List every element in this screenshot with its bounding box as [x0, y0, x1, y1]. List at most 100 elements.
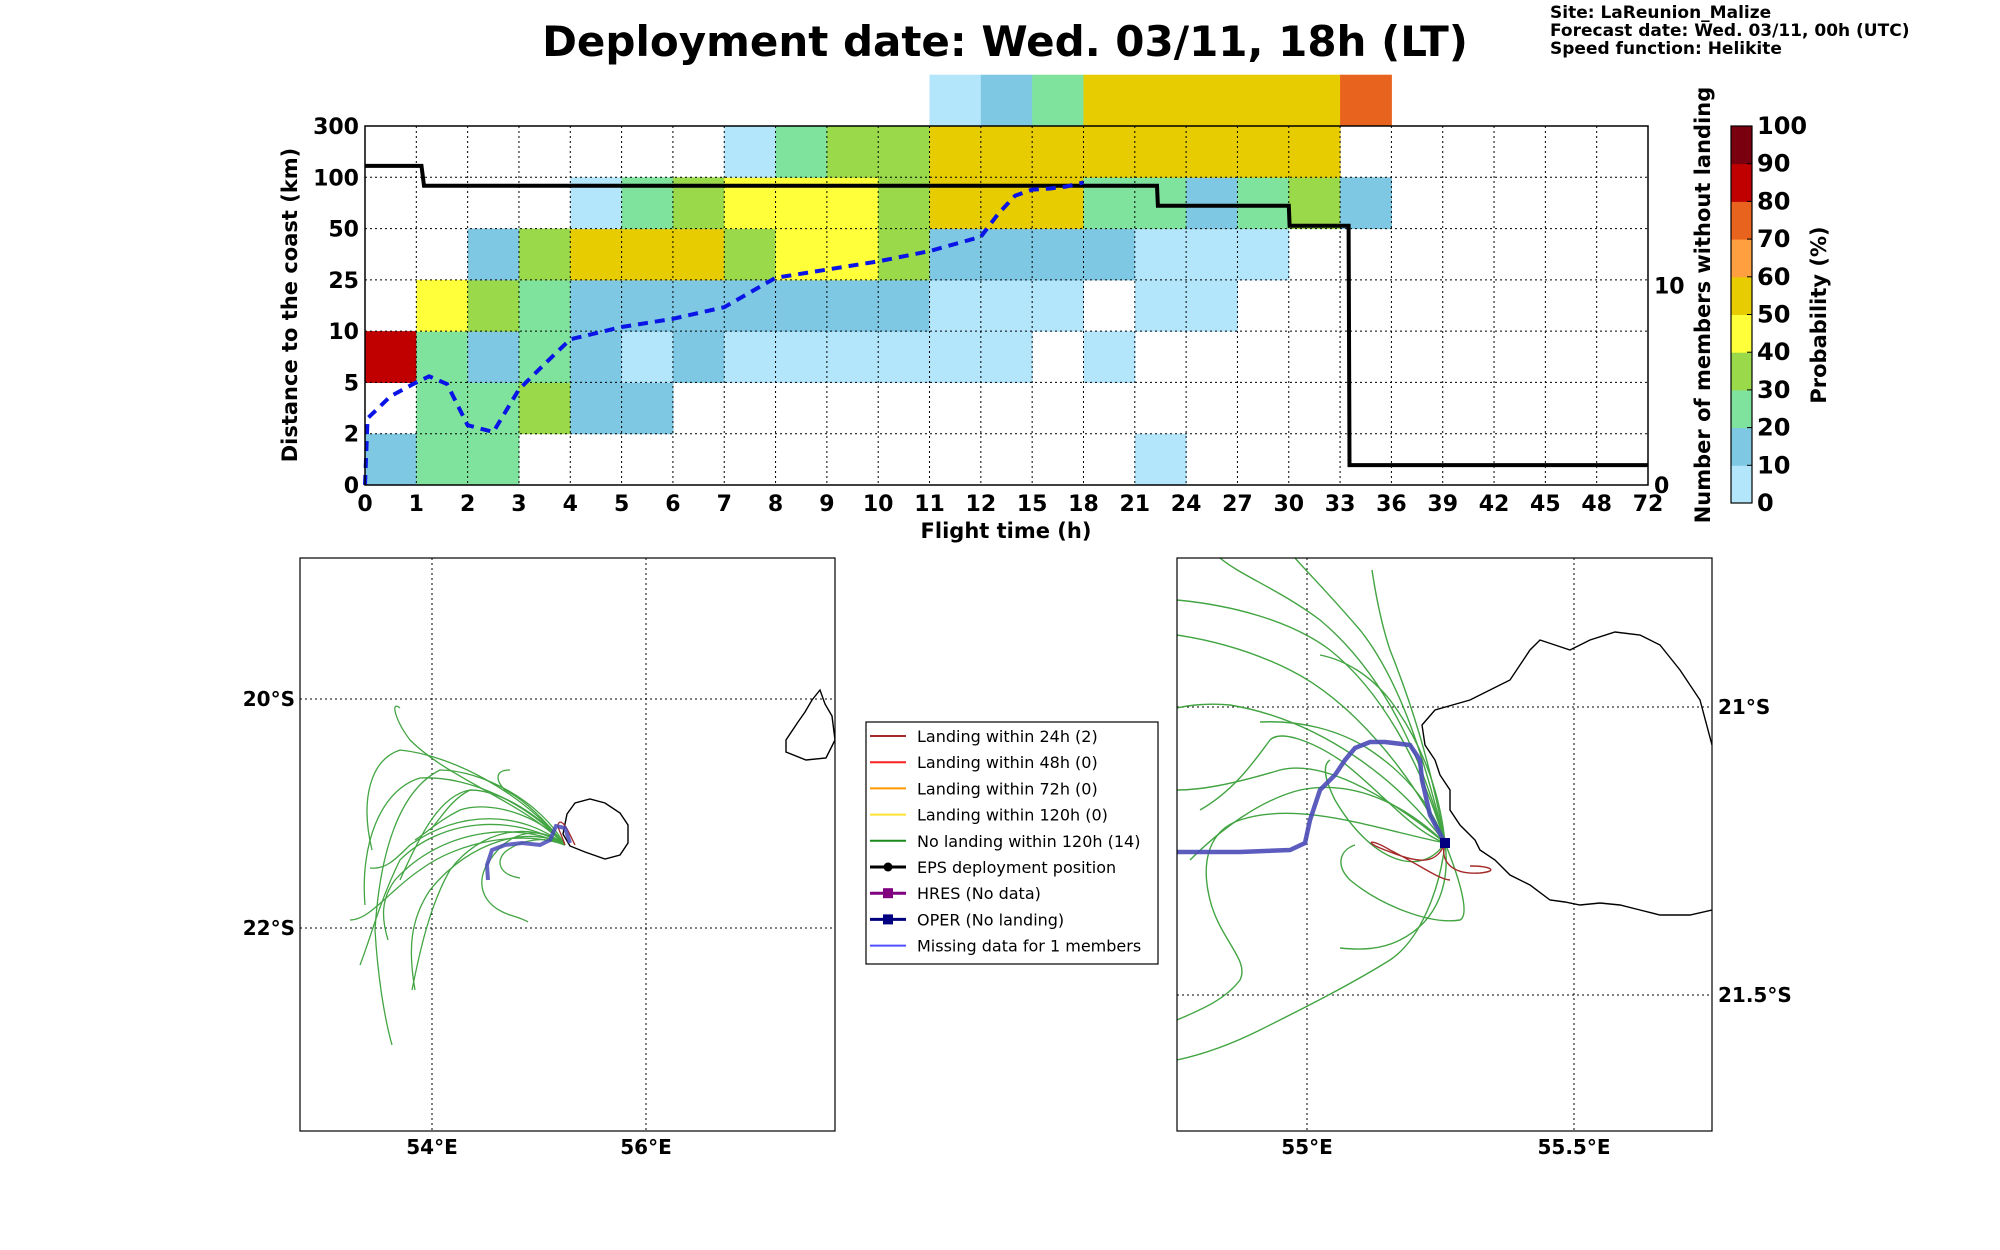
heatmap-cell — [570, 382, 623, 435]
heatmap-cell — [878, 279, 931, 332]
local-ensemble-tracks — [1177, 558, 1465, 1061]
colorbar-tick-label: 80 — [1757, 187, 1790, 215]
x-tick-label: 27 — [1222, 492, 1253, 517]
heatmap-cell — [1288, 177, 1341, 230]
legend-item: Landing within 48h (0) — [870, 753, 1098, 772]
heatmap-cell — [826, 126, 879, 178]
legend-items: Landing within 24h (2) Landing within 48h… — [870, 727, 1141, 956]
x-tick-label: 30 — [1273, 492, 1304, 517]
colorbar-swatch — [1731, 276, 1752, 315]
heatmap-cell — [826, 331, 879, 383]
mauritius-island-outline — [785, 688, 835, 761]
y-tick-label: 0 — [344, 474, 359, 499]
x-tick-label: 21 — [1119, 492, 1150, 517]
heatmap-cell — [570, 279, 623, 332]
heatmap-cell — [980, 126, 1033, 178]
x-tick-label: 12 — [966, 492, 997, 517]
regional-oper-track — [484, 823, 572, 881]
probability-heatmap: 0 1 2 3 4 5 6 7 8 9 10 11 12 15 18 21 24 27 30 33 36 39 42 45 48… — [278, 74, 1715, 543]
y2-axis-label: Number of members without landing — [1691, 87, 1715, 524]
y-tick-label: 50 — [328, 218, 359, 243]
heatmap-cell — [416, 331, 469, 383]
regional-lat-tick-20: 20°S — [243, 687, 295, 711]
heatmap-cell — [724, 331, 777, 383]
heatmap-cell — [724, 126, 777, 178]
x-tick-label: 18 — [1068, 492, 1099, 517]
regional-trajectory-map: 54°E 56°E 20°S 22°S — [243, 557, 836, 1159]
figure-title: Deployment date: Wed. 03/11, 18h (LT) — [542, 17, 1468, 66]
local-lat-tick-21-5: 21.5°S — [1718, 983, 1792, 1007]
heatmap-cell — [467, 433, 520, 486]
heatmap-cell — [672, 279, 725, 332]
colorbar-swatch — [1731, 352, 1752, 391]
x-tick-label: 6 — [665, 492, 680, 517]
legend-label: Landing within 120h (0) — [917, 806, 1108, 825]
legend-item: OPER (No landing) — [870, 910, 1064, 929]
colorbar-swatch — [1731, 465, 1752, 504]
legend-marker — [883, 914, 893, 925]
regional-map-grid — [300, 558, 835, 1131]
heatmap-cell — [1288, 74, 1341, 127]
local-lon-tick-55-5: 55.5°E — [1537, 1135, 1610, 1159]
heatmap-cell — [826, 228, 879, 281]
x-tick-label: 9 — [819, 492, 834, 517]
heatmap-cell — [775, 331, 828, 383]
x-tick-label: 39 — [1427, 492, 1458, 517]
legend-label: Missing data for 1 members — [917, 937, 1141, 956]
heatmap-cell — [929, 126, 982, 178]
site-label: Site: LaReunion_Malize — [1550, 3, 1771, 23]
local-map-grid — [1177, 558, 1712, 1131]
heatmap-cell — [980, 331, 1033, 383]
heatmap-cell — [1083, 228, 1136, 281]
oper-deployment-marker — [1440, 838, 1450, 848]
heatmap-cell — [672, 331, 725, 383]
colorbar-tick-label: 0 — [1757, 489, 1774, 517]
legend-item: Landing within 120h (0) — [870, 806, 1108, 825]
heatmap-cell — [1186, 228, 1238, 281]
x-tick-label: 45 — [1530, 492, 1561, 517]
heatmap-cell — [929, 74, 982, 127]
x-tick-label: 1 — [409, 492, 424, 517]
legend-label: OPER (No landing) — [917, 910, 1064, 929]
heatmap-cells — [365, 74, 1392, 486]
heatmap-cell — [416, 433, 469, 486]
legend-label: Landing within 24h (2) — [917, 727, 1098, 746]
heatmap-cell — [724, 228, 777, 281]
colorbar-tick-label: 10 — [1757, 451, 1790, 479]
heatmap-cell — [1340, 177, 1392, 230]
legend-item: No landing within 120h (14) — [870, 832, 1140, 851]
heatmap-cell — [1083, 331, 1136, 383]
members-without-landing-line — [365, 163, 1648, 468]
y-tick-label: 2 — [344, 423, 359, 448]
legend-label: HRES (No data) — [917, 884, 1041, 903]
colorbar-tick-label: 70 — [1757, 225, 1790, 253]
heatmap-cell — [929, 331, 982, 383]
heatmap-x-ticks: 0 1 2 3 4 5 6 7 8 9 10 11 12 15 18 21 24 27 30 33 36 39 42 45 48… — [357, 492, 1663, 517]
local-map-frame — [1176, 557, 1713, 1132]
regional-map-frame — [299, 557, 836, 1132]
x-tick-label: 24 — [1171, 492, 1202, 517]
track-legend: Landing within 24h (2) Landing within 48h… — [865, 721, 1159, 965]
y2-tick-label: 10 — [1654, 275, 1685, 300]
x-tick-label: 10 — [863, 492, 894, 517]
x-tick-label: 33 — [1325, 492, 1356, 517]
local-lat-tick-21: 21°S — [1718, 695, 1770, 719]
heatmap-cell — [467, 228, 520, 281]
colorbar-tick-label: 50 — [1757, 301, 1790, 329]
legend-marker — [883, 862, 893, 872]
local-map-content — [1177, 558, 1712, 1131]
legend-marker — [883, 888, 893, 899]
heatmap-cell — [570, 228, 623, 281]
heatmap-cell — [1134, 126, 1187, 178]
local-lon-tick-55: 55°E — [1281, 1135, 1333, 1159]
heatmap-cell — [1237, 126, 1290, 178]
colorbar-ticks: 0 10 20 30 40 50 60 70 80 90 100 — [1747, 112, 1807, 517]
heatmap-cell — [1186, 74, 1238, 127]
heatmap-cell — [724, 279, 777, 332]
heatmap-cell — [621, 228, 674, 281]
colorbar-tick-label: 100 — [1757, 112, 1807, 140]
x-tick-label: 0 — [357, 492, 372, 517]
regional-ensemble-tracks — [349, 705, 566, 1046]
heatmap-cell — [1237, 177, 1290, 230]
x-tick-label: 3 — [511, 492, 526, 517]
